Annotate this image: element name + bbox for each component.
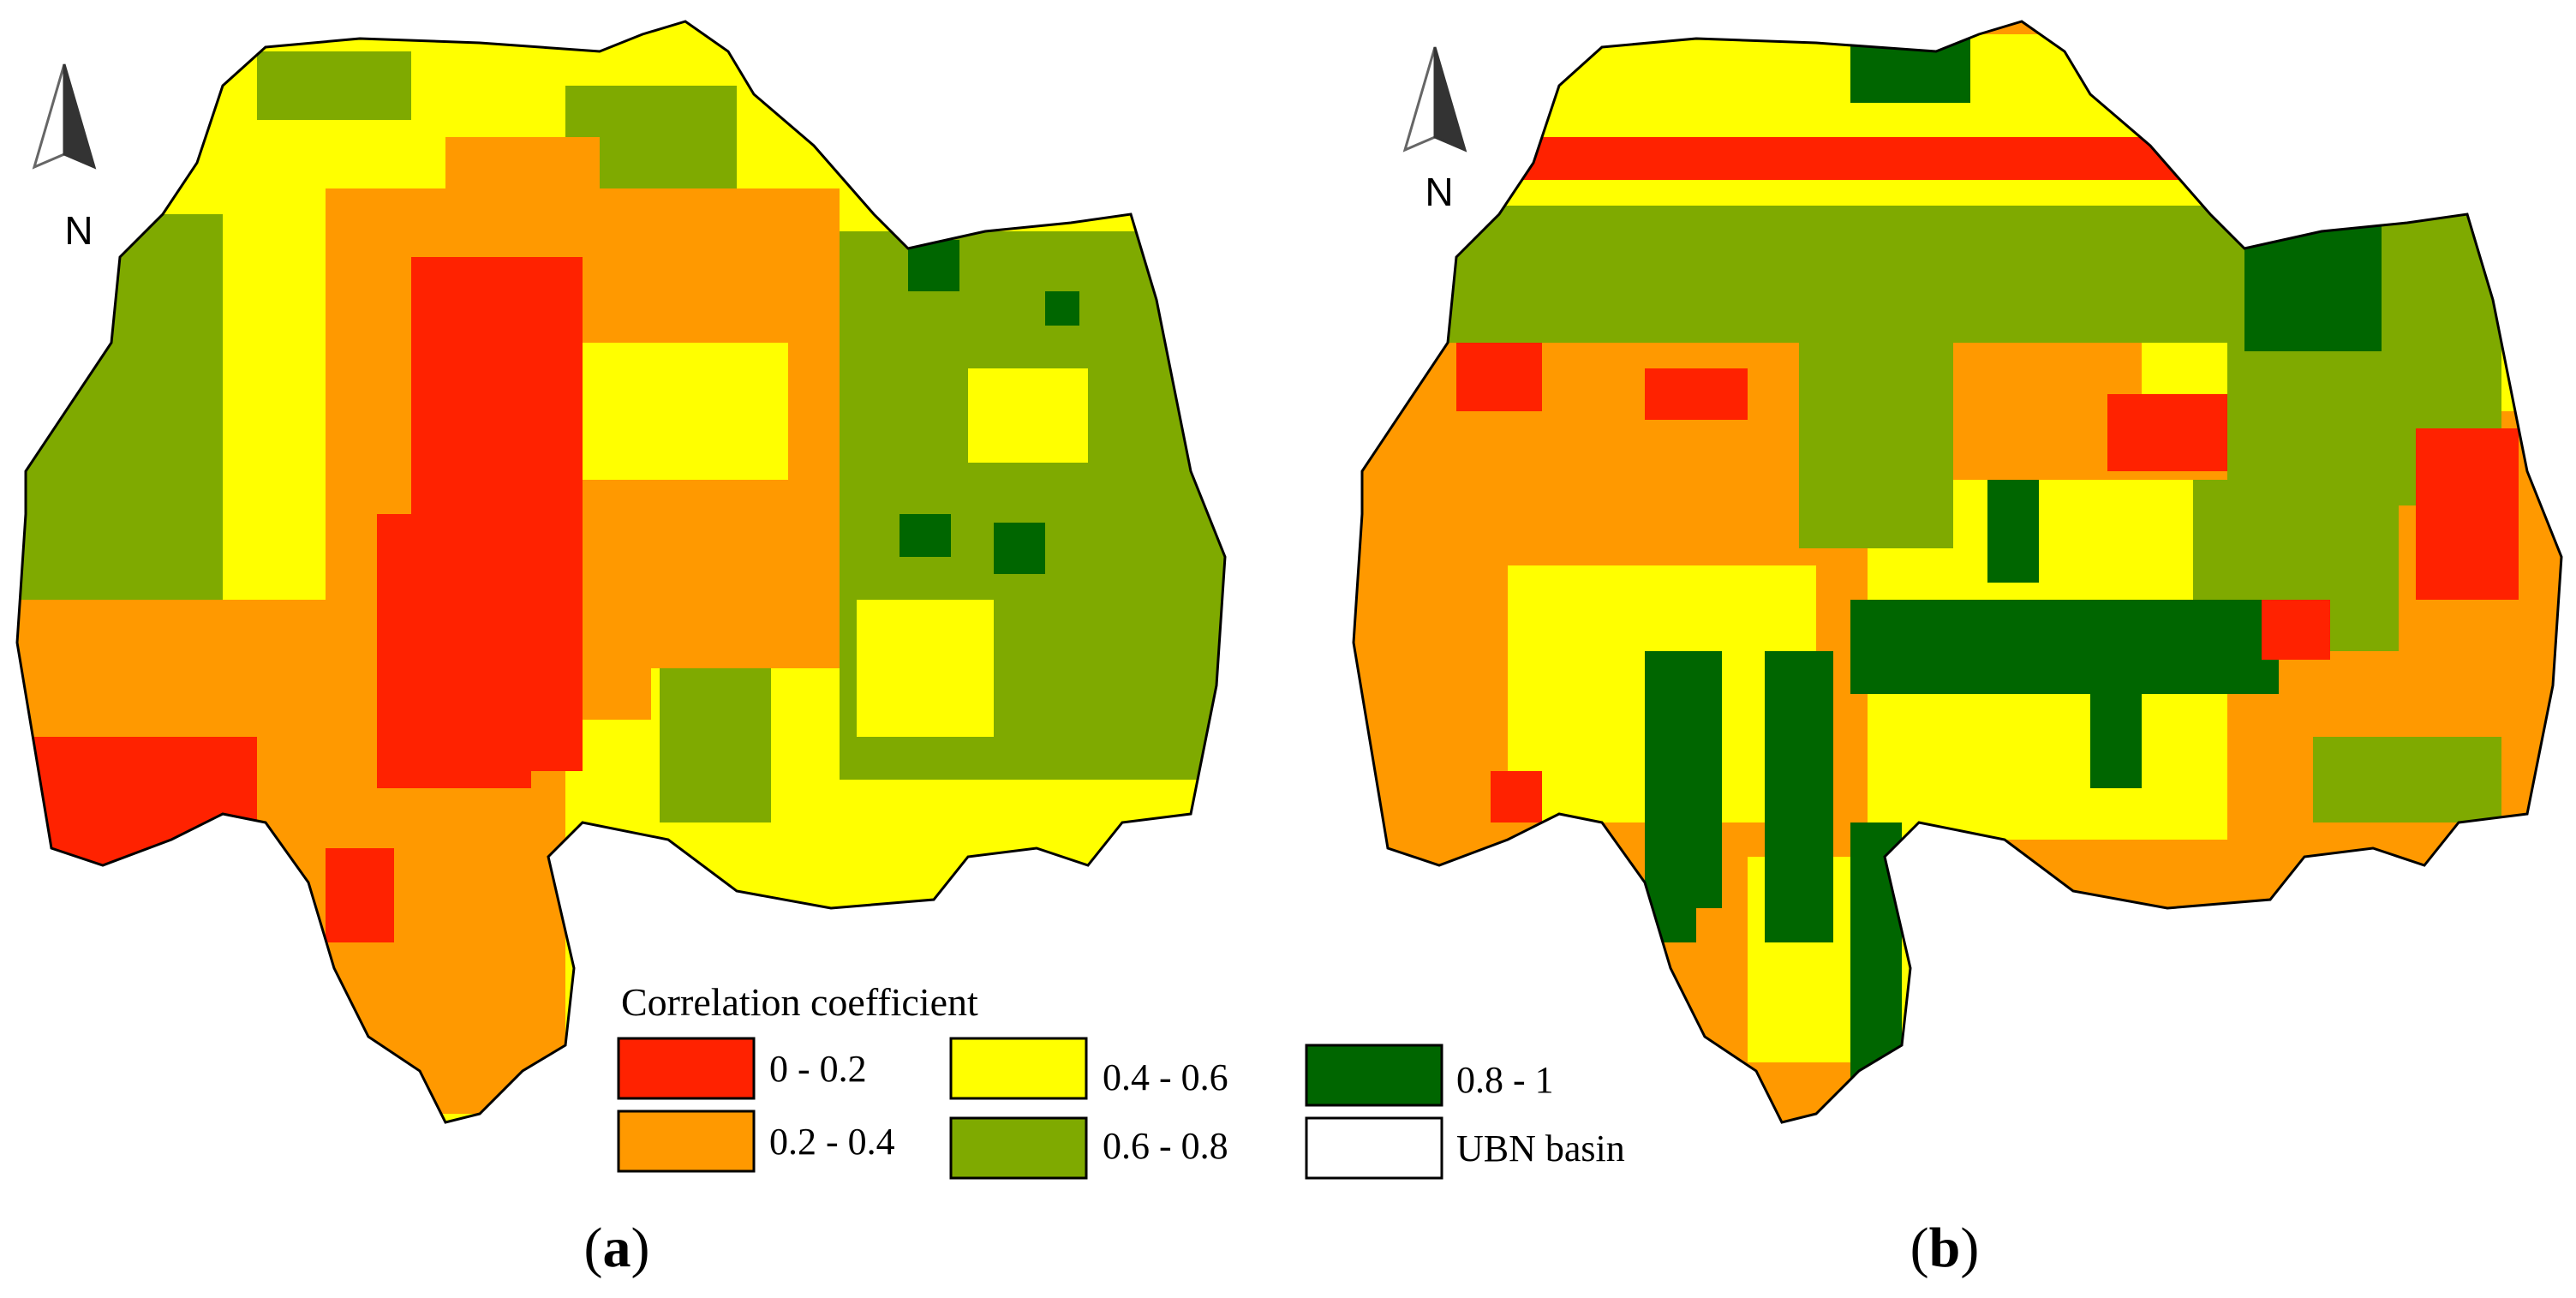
legend-swatch-5 xyxy=(1305,1116,1443,1180)
legend-swatch-1 xyxy=(617,1110,756,1173)
legend-item-4: 0.8 - 1 xyxy=(1305,1044,1554,1107)
legend-item-0: 0 - 0.2 xyxy=(617,1037,867,1100)
legend-label-2: 0.4 - 0.6 xyxy=(1103,1056,1228,1098)
map-b-basin-outline xyxy=(1352,20,2563,1124)
legend-swatch-4 xyxy=(1305,1044,1443,1107)
legend-label-1: 0.2 - 0.4 xyxy=(769,1121,895,1163)
legend-item-5: UBN basin xyxy=(1305,1116,1625,1180)
legend-label-3: 0.6 - 0.8 xyxy=(1103,1125,1228,1167)
legend-title: Correlation coefficient xyxy=(621,980,978,1024)
map-b-red-regions xyxy=(1371,137,2519,822)
map-b xyxy=(1352,20,2563,1124)
north-arrow-b: N xyxy=(1402,46,1467,214)
panel-label-a: (a) xyxy=(584,1217,650,1279)
panel-label-b: (b) xyxy=(1910,1217,1980,1279)
north-label-a: N xyxy=(64,208,93,253)
legend-label-4: 0.8 - 1 xyxy=(1456,1059,1554,1101)
map-a-basin-outline xyxy=(15,20,1227,1124)
map-a-red-regions xyxy=(17,257,583,942)
map-a-dark-green-spots xyxy=(900,240,1079,574)
north-arrow-a: N xyxy=(32,63,97,253)
legend-label-0: 0 - 0.2 xyxy=(769,1048,867,1090)
map-a xyxy=(15,20,1227,1124)
legend-item-2: 0.4 - 0.6 xyxy=(949,1037,1228,1100)
legend: Correlation coefficient 0 - 0.2 0.2 - 0.… xyxy=(617,980,1625,1180)
legend-label-5: UBN basin xyxy=(1456,1128,1625,1169)
legend-swatch-3 xyxy=(949,1116,1088,1180)
legend-item-3: 0.6 - 0.8 xyxy=(949,1116,1228,1180)
legend-swatch-2 xyxy=(949,1037,1088,1100)
legend-item-1: 0.2 - 0.4 xyxy=(617,1110,895,1173)
north-label-b: N xyxy=(1425,170,1453,214)
legend-swatch-0 xyxy=(617,1037,756,1100)
